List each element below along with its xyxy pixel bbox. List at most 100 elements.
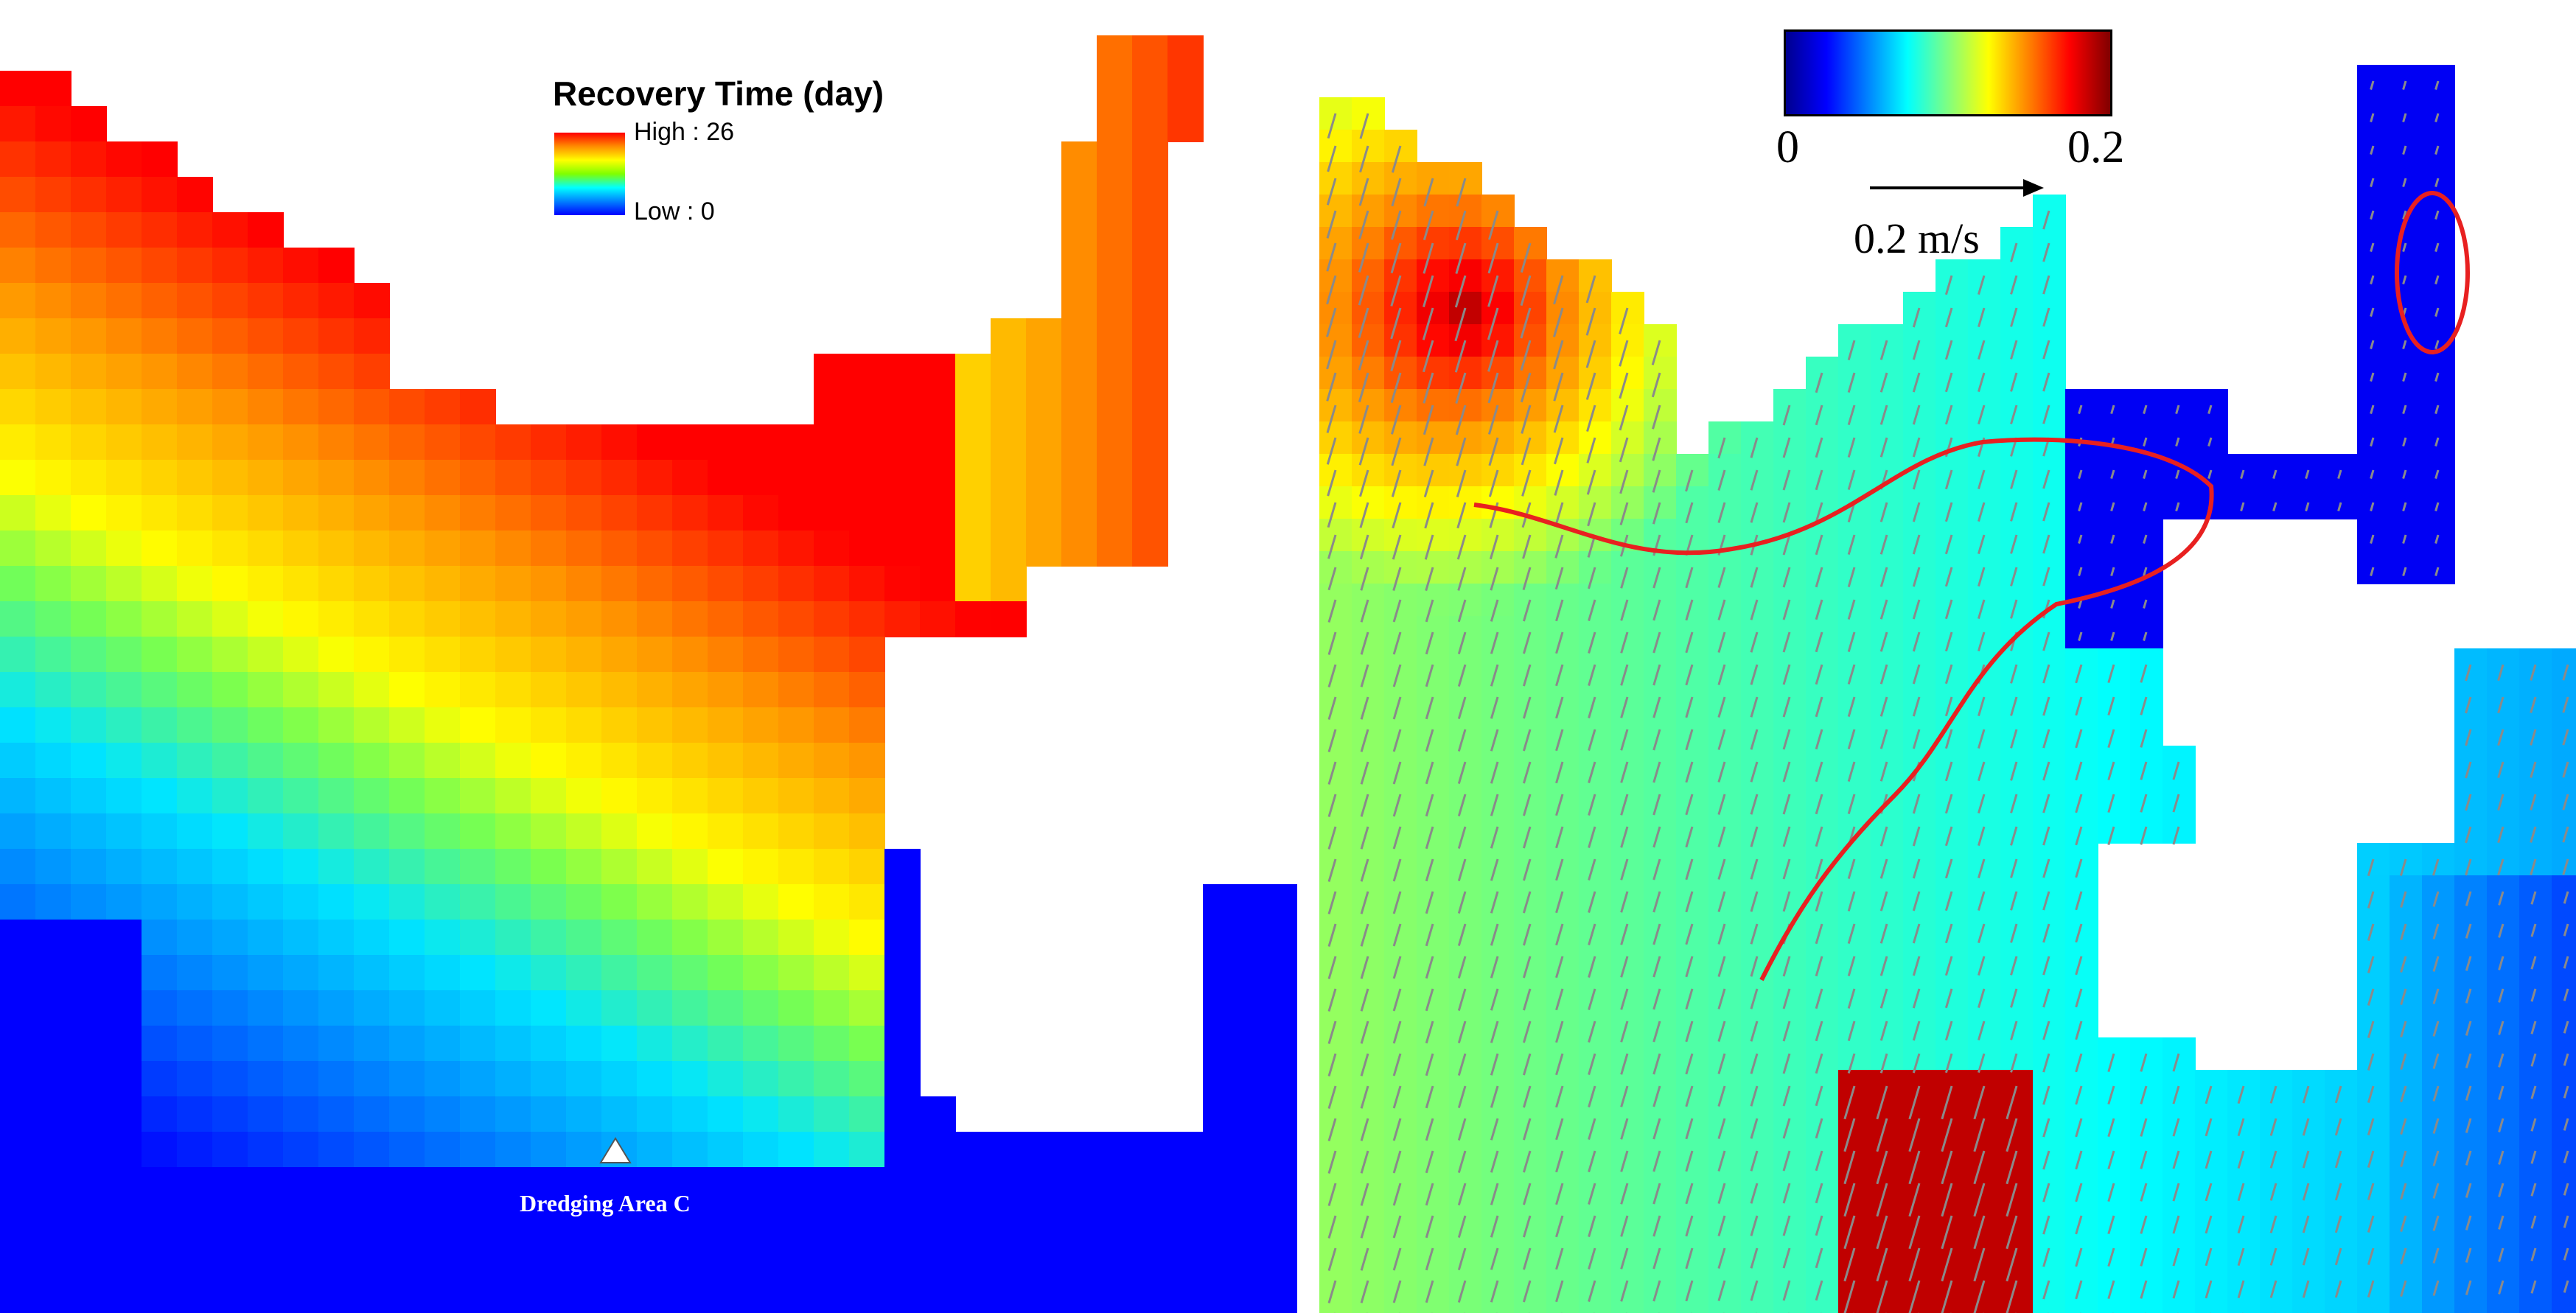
velocity-arrow [2434,340,2440,349]
velocity-arrow [2075,1183,2083,1202]
raster-cell [743,531,779,567]
raster-cell [389,424,425,461]
velocity-arrow [1944,275,1953,295]
raster-cell [849,1132,885,1168]
raster-cell [708,495,744,531]
raster-cell [354,955,390,991]
raster-cell [849,354,885,390]
velocity-arrow [2143,599,2148,609]
velocity-arrow [2010,534,2018,554]
velocity-arrow [2140,1280,2148,1299]
velocity-arrow [1490,664,1499,687]
raster-cell [531,884,567,920]
raster-cell [849,566,885,602]
raster-cell [531,1061,567,1097]
velocity-arrow [1750,664,1759,685]
legend-high-label: High : 26 [634,118,735,146]
velocity-arrow [1425,826,1434,850]
velocity-arrow [1523,1183,1532,1205]
raster-cell [283,849,319,885]
velocity-arrow [1487,275,1499,307]
raster-cell [495,1132,531,1168]
raster-cell [637,601,673,637]
velocity-arrow [1490,794,1499,816]
raster-cell [389,884,425,920]
raster-cell [1449,1297,1482,1313]
velocity-arrow [2075,664,2083,684]
raster-cell [389,495,425,531]
raster-cell [354,354,390,390]
velocity-arrow [2370,178,2375,187]
raster-cell [1132,1132,1168,1168]
raster-cell [1061,318,1097,354]
velocity-arrow [1358,340,1369,371]
raster-cell [212,424,248,461]
velocity-arrow [2042,696,2050,716]
raster-cell [672,813,708,850]
raster-cell [283,1026,319,1062]
raster-cell [248,389,284,425]
raster-cell [283,1273,319,1309]
raster-cell [955,1167,991,1203]
velocity-arrow [2465,729,2472,746]
raster-cell [601,707,638,743]
velocity-arrow [1652,1150,1661,1172]
velocity-arrow [2465,1020,2472,1036]
raster-cell [920,601,956,637]
velocity-arrow [2237,1150,2245,1169]
raster-cell [425,531,461,567]
velocity-arrow [2498,1183,2505,1197]
velocity-arrow [1392,664,1402,687]
raster-cell [991,1132,1027,1168]
raster-cell [354,566,390,602]
velocity-arrow [1978,275,1986,295]
velocity-arrow [1717,923,1726,945]
velocity-arrow [1523,631,1532,654]
velocity-arrow [1912,794,1921,814]
raster-cell [920,424,956,461]
velocity-arrow [1847,891,1856,912]
raster-cell [425,884,461,920]
raster-cell [849,920,885,956]
velocity-arrow [2400,988,2407,1005]
velocity-arrow [1327,1215,1337,1239]
velocity-arrow [1586,469,1596,495]
velocity-arrow [1390,340,1402,371]
velocity-arrow [1327,923,1337,947]
velocity-arrow [2563,1150,2569,1163]
eddy-streamline [2395,191,2470,354]
velocity-arrow [1588,1150,1596,1173]
raster-cell [920,389,956,425]
velocity-arrow [1944,826,1953,847]
velocity-arrow [1358,275,1369,306]
raster-cell [566,1026,602,1062]
raster-cell [425,566,461,602]
raster-cell [1061,248,1097,284]
velocity-arrow [1847,664,1856,685]
raster-cell [778,531,814,567]
velocity-arrow [1843,1118,1856,1152]
velocity-arrow [1620,1150,1629,1172]
velocity-arrow [1358,307,1369,338]
raster-cell [425,672,461,708]
raster-cell [318,566,355,602]
raster-cell [1238,1202,1274,1239]
raster-cell [283,990,319,1026]
velocity-arrow [1392,956,1402,979]
raster-cell [318,813,355,850]
raster-cell [849,743,885,779]
velocity-arrow [1782,567,1791,588]
raster-cell [1061,1273,1097,1309]
velocity-arrow [1457,858,1467,881]
velocity-arrow [1425,696,1434,720]
raster-cell [142,566,178,602]
raster-cell [1097,1167,1133,1203]
velocity-arrow [2432,858,2440,876]
velocity-arrow [2563,1053,2569,1066]
raster-cell [212,1202,248,1239]
velocity-arrow [2465,696,2472,714]
velocity-arrow [1588,1053,1596,1076]
velocity-arrow [1847,761,1856,782]
velocity-arrow [1327,1183,1337,1206]
velocity-arrow [1555,1247,1564,1270]
